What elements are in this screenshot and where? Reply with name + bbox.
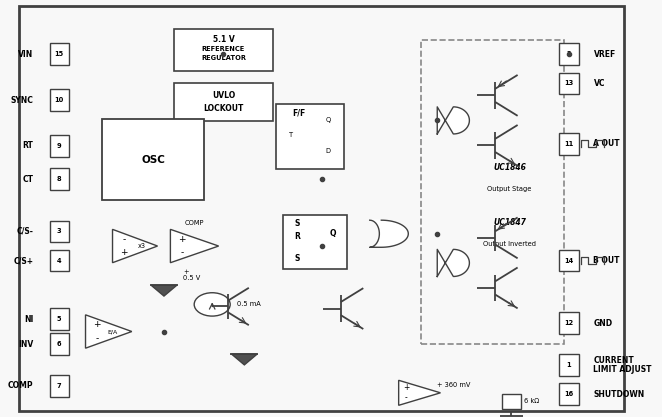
Text: REFERENCE: REFERENCE: [202, 46, 245, 52]
Text: 5: 5: [57, 316, 62, 322]
Text: +: +: [403, 383, 410, 392]
Text: 7: 7: [57, 383, 62, 389]
Text: CT: CT: [23, 175, 34, 184]
Text: CURRENT
LIMIT ADJUST: CURRENT LIMIT ADJUST: [594, 356, 652, 374]
Text: NI: NI: [24, 314, 34, 324]
Text: S: S: [295, 254, 300, 263]
Text: 2: 2: [567, 51, 571, 57]
Text: D: D: [326, 148, 330, 154]
Polygon shape: [399, 380, 440, 405]
Text: Q: Q: [330, 229, 336, 238]
Polygon shape: [113, 229, 158, 263]
Text: 9: 9: [57, 143, 62, 149]
FancyBboxPatch shape: [502, 394, 521, 409]
FancyBboxPatch shape: [50, 168, 69, 190]
Text: E/A: E/A: [107, 329, 118, 334]
Polygon shape: [170, 229, 218, 263]
Text: OSC: OSC: [141, 155, 165, 164]
FancyBboxPatch shape: [50, 250, 69, 271]
Text: 1: 1: [567, 362, 571, 368]
Text: UC1846: UC1846: [493, 163, 526, 172]
FancyBboxPatch shape: [559, 383, 579, 405]
Text: -: -: [95, 334, 99, 343]
FancyBboxPatch shape: [50, 135, 69, 157]
Text: F/F: F/F: [293, 108, 306, 117]
Text: S: S: [295, 219, 300, 228]
Text: -: -: [180, 248, 183, 257]
Text: B OUT: B OUT: [594, 256, 620, 265]
Text: 8: 8: [57, 176, 62, 182]
FancyBboxPatch shape: [173, 29, 273, 71]
Text: 11: 11: [565, 141, 574, 147]
Text: 15: 15: [54, 51, 64, 57]
Text: C/S+: C/S+: [13, 256, 34, 265]
Text: UVLO: UVLO: [212, 90, 235, 100]
Text: SYNC: SYNC: [11, 95, 34, 105]
Polygon shape: [85, 315, 132, 348]
Text: SHUTDOWN: SHUTDOWN: [594, 389, 645, 399]
Text: VC: VC: [594, 79, 605, 88]
Text: +: +: [120, 248, 128, 257]
Text: A OUT: A OUT: [594, 139, 620, 148]
Text: C/S-: C/S-: [17, 227, 34, 236]
Text: 6 kΩ: 6 kΩ: [524, 398, 539, 404]
Text: VIN: VIN: [18, 50, 34, 59]
FancyBboxPatch shape: [559, 133, 579, 155]
Text: COMP: COMP: [8, 381, 34, 390]
FancyBboxPatch shape: [50, 333, 69, 355]
Text: 16: 16: [565, 391, 574, 397]
Text: VREF: VREF: [594, 50, 616, 59]
FancyBboxPatch shape: [559, 73, 579, 94]
Text: 4: 4: [57, 258, 62, 264]
Text: -: -: [405, 393, 408, 402]
FancyBboxPatch shape: [559, 312, 579, 334]
Text: 13: 13: [565, 80, 574, 86]
FancyBboxPatch shape: [50, 43, 69, 65]
FancyBboxPatch shape: [559, 354, 579, 376]
Text: REGULATOR: REGULATOR: [201, 55, 246, 61]
Text: Output Stage: Output Stage: [487, 186, 532, 192]
Text: UC1847: UC1847: [493, 218, 526, 227]
FancyBboxPatch shape: [559, 43, 579, 65]
Text: x3: x3: [138, 243, 146, 249]
Text: -: -: [122, 235, 126, 244]
FancyBboxPatch shape: [173, 83, 273, 121]
Text: T: T: [289, 132, 293, 138]
Text: +: +: [183, 269, 189, 275]
Text: 10: 10: [54, 97, 64, 103]
Text: + 360 mV: + 360 mV: [437, 382, 471, 388]
Polygon shape: [437, 107, 469, 134]
Text: Q: Q: [325, 118, 330, 123]
Text: +: +: [178, 235, 186, 244]
FancyBboxPatch shape: [50, 89, 69, 111]
Polygon shape: [437, 249, 469, 276]
Text: 14: 14: [565, 258, 574, 264]
Polygon shape: [151, 285, 177, 296]
FancyBboxPatch shape: [19, 6, 624, 411]
Circle shape: [194, 293, 230, 316]
Text: INV: INV: [18, 339, 34, 349]
FancyBboxPatch shape: [50, 375, 69, 397]
Text: 0.5 V: 0.5 V: [183, 275, 201, 281]
FancyBboxPatch shape: [277, 104, 344, 169]
FancyBboxPatch shape: [50, 221, 69, 242]
Text: 12: 12: [565, 320, 574, 326]
Text: RT: RT: [23, 141, 34, 151]
FancyBboxPatch shape: [101, 119, 205, 200]
Text: LOCKOUT: LOCKOUT: [203, 104, 244, 113]
FancyBboxPatch shape: [283, 215, 348, 269]
Text: 0.5 mA: 0.5 mA: [236, 301, 260, 307]
Text: 5.1 V: 5.1 V: [213, 35, 234, 44]
Text: Output Inverted: Output Inverted: [483, 241, 536, 246]
FancyBboxPatch shape: [559, 250, 579, 271]
FancyBboxPatch shape: [50, 308, 69, 330]
Text: COMP: COMP: [185, 220, 205, 226]
Text: +: +: [93, 320, 101, 329]
Text: R: R: [294, 232, 300, 241]
Text: 6: 6: [57, 341, 62, 347]
Text: GND: GND: [594, 319, 612, 328]
Polygon shape: [370, 220, 408, 247]
Polygon shape: [232, 354, 258, 365]
Text: 3: 3: [57, 229, 62, 234]
